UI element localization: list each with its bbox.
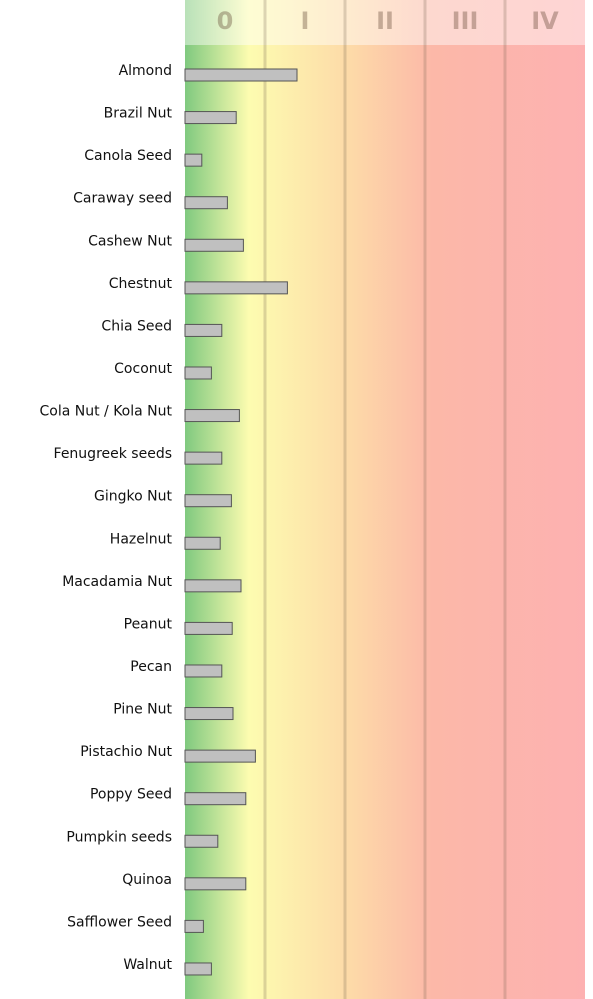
bar bbox=[184, 238, 244, 252]
category-label: Pecan bbox=[130, 659, 172, 675]
bar bbox=[184, 621, 233, 635]
band-label: II bbox=[376, 7, 394, 35]
category-label: Hazelnut bbox=[110, 531, 173, 547]
band-label: I bbox=[301, 7, 310, 35]
bar bbox=[184, 281, 288, 295]
bar bbox=[184, 68, 298, 82]
bar bbox=[184, 877, 247, 891]
category-label: Chia Seed bbox=[101, 318, 172, 334]
category-label: Almond bbox=[119, 63, 172, 79]
category-label: Poppy Seed bbox=[90, 787, 172, 803]
bar bbox=[184, 111, 237, 125]
category-label: Peanut bbox=[124, 616, 173, 632]
bar bbox=[184, 707, 234, 721]
bar bbox=[184, 919, 204, 933]
band-label: 0 bbox=[217, 7, 234, 35]
category-label: Cola Nut / Kola Nut bbox=[39, 404, 172, 420]
category-label: Quinoa bbox=[122, 872, 172, 888]
header-band bbox=[185, 0, 585, 45]
band-label: IV bbox=[531, 7, 559, 35]
category-label: Walnut bbox=[123, 957, 172, 973]
bar bbox=[184, 962, 212, 976]
bar bbox=[184, 323, 223, 337]
bar bbox=[184, 664, 223, 678]
bar bbox=[184, 451, 223, 465]
category-label: Gingko Nut bbox=[94, 489, 172, 505]
bar bbox=[184, 409, 240, 423]
bar bbox=[184, 792, 247, 806]
category-label: Pistachio Nut bbox=[80, 744, 172, 760]
plot-background bbox=[185, 0, 585, 999]
category-label: Cashew Nut bbox=[88, 233, 172, 249]
category-label: Coconut bbox=[114, 361, 172, 377]
category-label: Fenugreek seeds bbox=[54, 446, 172, 462]
category-label: Pumpkin seeds bbox=[66, 829, 172, 845]
bar bbox=[184, 834, 219, 848]
bar bbox=[184, 536, 221, 550]
category-label: Pine Nut bbox=[113, 702, 172, 718]
bar bbox=[184, 366, 212, 380]
bar bbox=[184, 196, 228, 210]
bar bbox=[184, 494, 232, 508]
bar bbox=[184, 579, 242, 593]
category-label: Caraway seed bbox=[73, 191, 172, 207]
bar bbox=[184, 749, 256, 763]
bar bbox=[184, 153, 203, 167]
category-label: Macadamia Nut bbox=[62, 574, 172, 590]
category-label: Canola Seed bbox=[84, 148, 172, 164]
category-label: Chestnut bbox=[109, 276, 173, 292]
category-label: Brazil Nut bbox=[104, 106, 173, 122]
category-label: Safflower Seed bbox=[67, 914, 172, 930]
band-label: III bbox=[452, 7, 479, 35]
